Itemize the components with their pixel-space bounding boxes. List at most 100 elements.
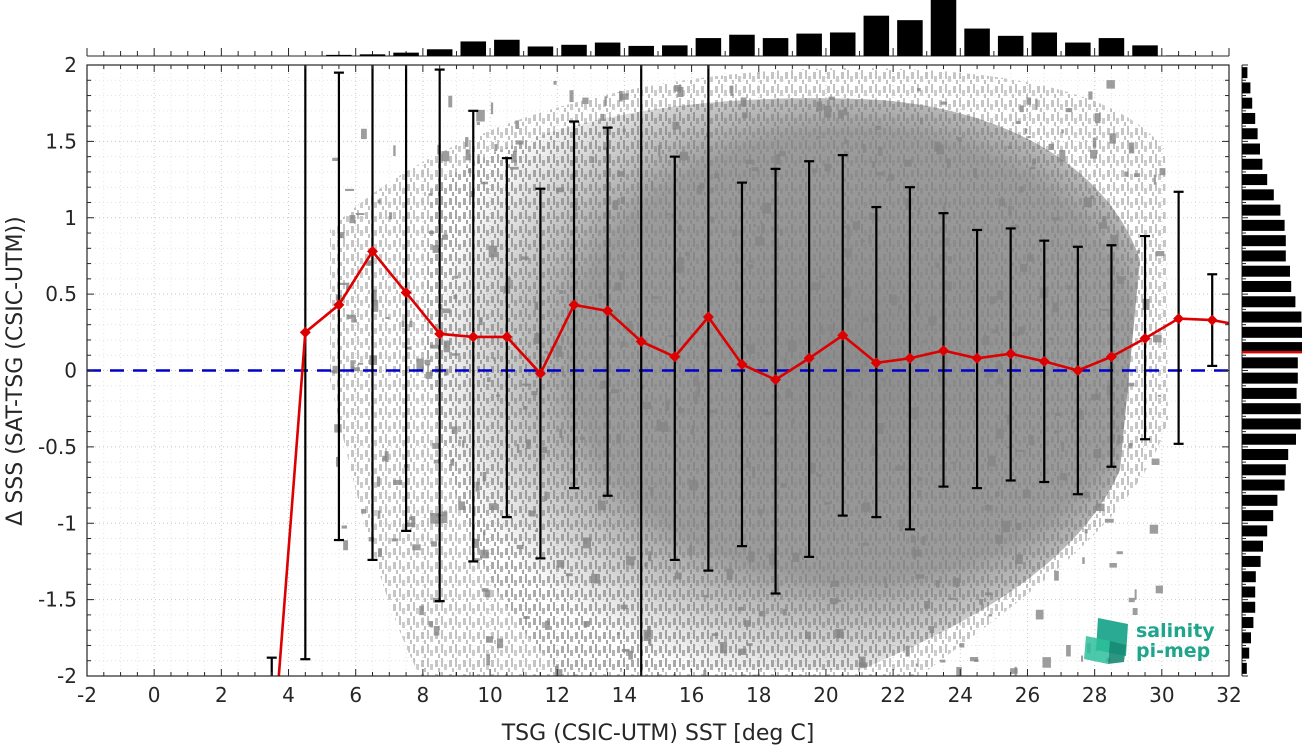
scatter-fragment	[534, 301, 539, 310]
right-histogram	[1241, 64, 1302, 677]
scatter-fragment	[1059, 473, 1068, 481]
scatter-fragment	[871, 161, 876, 168]
right-histogram-bar	[1242, 82, 1251, 94]
scatter-fragment	[341, 525, 347, 529]
scatter-fragment	[350, 360, 355, 372]
scatter-fragment	[1035, 609, 1044, 620]
scatter-fragment	[882, 499, 885, 504]
scatter-fragment	[876, 422, 884, 435]
scatter-fragment	[433, 625, 440, 636]
scatter-fragment	[824, 163, 831, 172]
right-histogram-bar	[1242, 296, 1296, 308]
scatter-fragment	[1093, 449, 1102, 459]
logo-text-salinity: salinity	[1136, 620, 1215, 642]
scatter-fragment	[1126, 386, 1129, 393]
scatter-fragment	[613, 311, 617, 317]
scatter-fragment	[677, 86, 684, 98]
x-tick-label: 32	[1216, 683, 1241, 707]
scatter-fragment	[432, 442, 439, 449]
top-histogram-bar	[695, 38, 722, 56]
scatter-fragment	[870, 394, 879, 404]
scatter-fragment	[1061, 129, 1064, 134]
scatter-fragment	[462, 440, 465, 448]
scatter-fragment	[974, 659, 979, 662]
right-histogram-bar	[1242, 555, 1261, 567]
scatter-fragment	[1006, 446, 1012, 449]
right-histogram-bar	[1242, 128, 1258, 140]
scatter-fragment	[432, 245, 439, 253]
scatter-fragment	[625, 320, 633, 332]
top-histogram-bar	[1165, 55, 1192, 56]
scatter-fragment	[1068, 357, 1073, 361]
scatter-fragment	[830, 580, 840, 587]
scatter-fragment	[861, 317, 869, 322]
scatter-fragment	[428, 231, 435, 235]
scatter-fragment	[940, 101, 948, 105]
scatter-fragment	[746, 643, 753, 646]
right-histogram-bar	[1242, 158, 1263, 170]
x-tick-label: 6	[349, 683, 362, 707]
scatter-fragment	[695, 390, 700, 398]
scatter-fragment	[505, 277, 511, 289]
scatter-fragment	[622, 128, 626, 133]
scatter-fragment	[1157, 394, 1162, 397]
scatter-fragment	[643, 401, 652, 410]
scatter-fragment	[488, 503, 498, 511]
scatter-fragment	[827, 438, 831, 445]
scatter-fragment	[1035, 98, 1038, 110]
scatter-fragment	[775, 582, 780, 591]
scatter-fragment	[465, 149, 471, 161]
scatter-fragment	[704, 341, 708, 347]
y-tick-label: -1.5	[38, 588, 77, 612]
scatter-fragment	[915, 574, 925, 579]
right-histogram-bar	[1242, 662, 1247, 674]
scatter-fragment	[996, 325, 999, 330]
scatter-fragment	[544, 491, 548, 501]
scatter-fragment	[598, 293, 603, 299]
scatter-fragment	[339, 282, 347, 285]
scatter-fragment	[545, 620, 550, 630]
scatter-fragment	[1137, 250, 1140, 254]
scatter-fragment	[687, 464, 690, 469]
scatter-fragment	[677, 225, 683, 232]
scatter-fragment	[556, 559, 565, 568]
scatter-fragment	[621, 648, 630, 652]
scatter-fragment	[714, 173, 720, 179]
scatter-fragment	[481, 588, 489, 592]
top-histogram-bar	[1132, 45, 1158, 56]
scatter-fragment	[753, 223, 756, 228]
scatter-fragment	[912, 546, 916, 559]
scatter-fragment	[1104, 518, 1114, 523]
right-histogram-bar	[1242, 586, 1256, 598]
scatter-cloud-texture	[425, 98, 1140, 670]
scatter-fragment	[651, 180, 654, 192]
scatter-fragment	[1106, 385, 1113, 395]
right-histogram-bar	[1242, 143, 1260, 155]
scatter-fragment	[531, 391, 538, 396]
scatter-fragment	[430, 344, 439, 349]
scatter-fragment	[836, 599, 842, 603]
scatter-fragment	[516, 544, 524, 549]
scatter-fragment	[674, 572, 682, 580]
logo-cube-icon	[1084, 618, 1128, 664]
scatter-fragment	[929, 625, 935, 634]
scatter-fragment	[1054, 570, 1059, 581]
scatter-fragment	[875, 125, 882, 130]
scatter-fragment	[521, 256, 529, 260]
scatter-fragment	[1007, 146, 1012, 149]
scatter-fragment	[1095, 113, 1101, 124]
scatter-fragment	[1124, 171, 1129, 177]
x-tick-label: 0	[148, 683, 161, 707]
scatter-fragment	[612, 200, 619, 211]
mean-marker	[1173, 313, 1185, 325]
right-histogram-bar	[1242, 449, 1289, 461]
scatter-fragment	[735, 254, 739, 264]
top-histogram-bar	[662, 45, 688, 56]
scatter-fragment	[781, 483, 787, 488]
scatter-fragment	[844, 139, 847, 145]
scatter-fragment	[895, 465, 904, 471]
scatter-fragment	[476, 122, 480, 125]
scatter-fragment	[480, 549, 489, 559]
scatter-fragment	[562, 371, 565, 377]
